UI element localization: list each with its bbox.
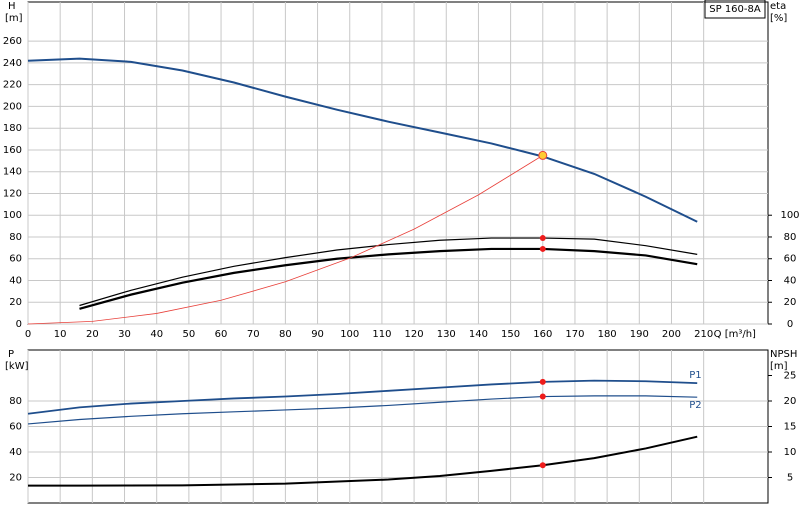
x-tick-label: 170 (565, 329, 584, 340)
y2-axis-unit: [m] (770, 361, 788, 372)
duty-point (539, 235, 546, 242)
x-tick-label: 160 (533, 329, 552, 340)
y-tick-label: 60 (9, 254, 22, 265)
y2-tick-label: 25 (784, 371, 797, 382)
y2-axis-label: NPSH (770, 349, 797, 360)
x-tick-label: 40 (150, 329, 163, 340)
y-tick-label: 0 (16, 319, 22, 330)
y2-tick-label: 10 (784, 447, 797, 458)
y-tick-label: 100 (3, 210, 22, 221)
chart-title: SP 160-8A (709, 4, 761, 15)
duty-point (539, 462, 546, 469)
x-tick-label: 150 (501, 329, 520, 340)
curve (27, 57, 698, 223)
x-tick-label: 210 (694, 329, 713, 340)
x-tick-label: 60 (215, 329, 228, 340)
title-box (704, 0, 766, 19)
y-tick-label: 40 (9, 275, 22, 286)
y-tick-label: 80 (9, 232, 22, 243)
y-tick-label: 260 (3, 36, 22, 47)
y-tick-label: 20 (9, 473, 22, 484)
y2-axis-unit: [%] (770, 13, 787, 24)
duty-point (539, 378, 546, 385)
y-tick-label: 60 (9, 422, 22, 433)
x-tick-label: 0 (25, 329, 31, 340)
y2-axis-label: eta (770, 1, 786, 12)
x-axis-label: Q [m³/h] (714, 329, 756, 340)
x-tick-label: 100 (340, 329, 359, 340)
y-tick-label: 180 (3, 123, 22, 134)
x-tick-label: 120 (405, 329, 424, 340)
curve (79, 247, 698, 310)
y2-tick-label: 15 (784, 422, 797, 433)
curve-label: P2 (689, 400, 701, 411)
y-tick-label: 80 (9, 396, 22, 407)
y-tick-label: 20 (9, 297, 22, 308)
plots: 0 10 20 30 40 50 60 70 80 90 100 110 120 130 140 150 160… (3, 1, 800, 504)
y-tick-label: 200 (3, 101, 22, 112)
x-tick-label: 140 (469, 329, 488, 340)
x-tick-label: 180 (598, 329, 617, 340)
y-tick-label: 120 (3, 188, 22, 199)
y-axis-unit: [kW] (5, 361, 29, 372)
y-tick-label: 220 (3, 80, 22, 91)
y2-tick-label: 20 (784, 396, 797, 407)
x-tick-label: 80 (279, 329, 292, 340)
curve-label: P1 (689, 370, 701, 381)
y-axis-label: H (8, 1, 16, 12)
y-axis-unit: [m] (5, 13, 23, 24)
y-tick-label: 240 (3, 58, 22, 69)
y2-tick-label: 5 (787, 473, 793, 484)
curve (28, 435, 698, 487)
x-tick-label: 90 (311, 329, 324, 340)
y2-tick-label: 40 (784, 275, 797, 286)
y2-tick-label: 0 (787, 319, 793, 330)
x-tick-label: 50 (183, 329, 196, 340)
x-tick-label: 130 (437, 329, 456, 340)
y-tick-label: 140 (3, 167, 22, 178)
duty-point (538, 150, 548, 160)
curve (27, 395, 698, 425)
x-tick-label: 10 (54, 329, 67, 340)
y2-tick-label: 20 (784, 297, 797, 308)
plot-frame (27, 1, 769, 325)
y-axis-label: P (8, 349, 14, 360)
y2-tick-label: 60 (784, 254, 797, 265)
curve (27, 155, 543, 325)
x-tick-label: 110 (372, 329, 391, 340)
x-tick-label: 20 (86, 329, 99, 340)
x-tick-label: 190 (630, 329, 649, 340)
x-tick-label: 30 (118, 329, 131, 340)
duty-point (539, 393, 546, 400)
y2-tick-label: 100 (780, 210, 799, 221)
curve (27, 379, 698, 415)
y-tick-label: 160 (3, 145, 22, 156)
x-tick-label: 200 (662, 329, 681, 340)
duty-point (539, 245, 546, 252)
curve (79, 237, 698, 307)
y2-tick-label: 80 (784, 232, 797, 243)
x-tick-label: 70 (247, 329, 260, 340)
y-tick-label: 40 (9, 447, 22, 458)
